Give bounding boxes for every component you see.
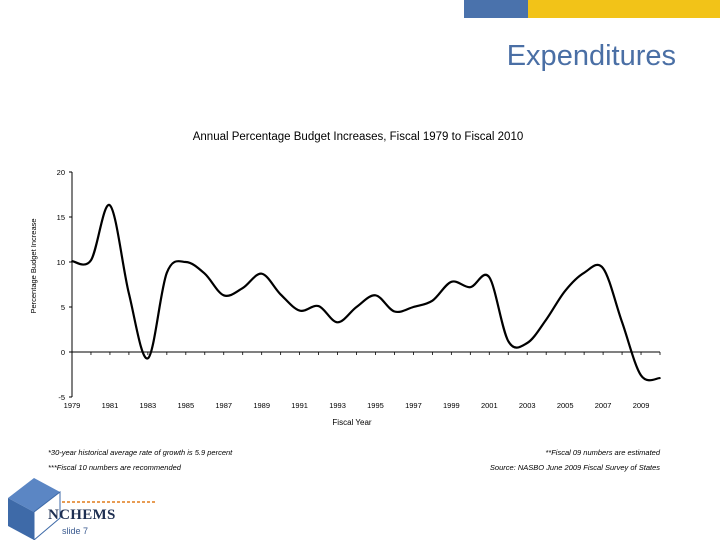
x-tick-label: 1985	[177, 401, 194, 410]
data-point	[507, 340, 510, 343]
data-point	[564, 290, 566, 292]
data-point	[374, 294, 377, 297]
y-tick-label: 15	[57, 213, 65, 222]
chart-axes	[71, 172, 660, 397]
x-tick-label: 1989	[253, 401, 270, 410]
data-point	[166, 272, 168, 274]
y-tick-label: 20	[57, 168, 65, 177]
nchems-logo-icon	[8, 478, 155, 540]
x-tick-label: 1999	[443, 401, 460, 410]
data-point	[222, 294, 225, 297]
data-point	[621, 321, 623, 324]
data-point	[602, 267, 604, 270]
note-source: Source: NASBO June 2009 Fiscal Survey of…	[489, 463, 660, 472]
note-fiscal10: ***Fiscal 10 numbers are recommended	[48, 463, 181, 472]
data-point	[109, 204, 111, 207]
x-tick-label: 2007	[595, 401, 612, 410]
data-point	[393, 310, 396, 313]
y-tick-label: 10	[57, 258, 65, 267]
data-point	[71, 260, 73, 262]
data-point	[488, 276, 491, 279]
data-point	[185, 261, 187, 263]
data-point	[317, 305, 320, 307]
data-point	[203, 272, 206, 275]
data-point	[659, 377, 661, 379]
note-historical-average: *30-year historical average rate of grow…	[48, 448, 233, 457]
header-yellow-bar	[528, 0, 720, 18]
x-tick-label: 1981	[102, 401, 119, 410]
series-line	[71, 204, 661, 382]
data-point	[469, 286, 472, 289]
x-tick-label: 1983	[140, 401, 157, 410]
data-point	[545, 318, 547, 321]
y-tick-label: 5	[61, 303, 65, 312]
x-tick-label: 2001	[481, 401, 498, 410]
x-tick-label: 1997	[405, 401, 422, 410]
data-point	[412, 306, 415, 308]
x-tick-label: 1991	[291, 401, 308, 410]
data-point	[526, 342, 529, 344]
x-axis-label: Fiscal Year	[332, 418, 371, 427]
data-point	[128, 292, 130, 295]
data-point	[355, 306, 358, 308]
header-blue-bar	[464, 0, 528, 18]
data-point	[298, 309, 301, 312]
x-tick-label: 2005	[557, 401, 574, 410]
data-point	[279, 293, 282, 296]
series-points	[71, 204, 661, 379]
data-point	[583, 272, 585, 274]
y-tick-label: -5	[58, 393, 65, 402]
y-tick-label: 0	[61, 348, 65, 357]
slide-number: slide 7	[62, 526, 89, 536]
x-axis-ticks: 1979 1981 1983 1985 1987 1989 1991 1993 1995 1997…	[64, 352, 661, 410]
data-point	[241, 287, 244, 289]
chart-title: Annual Percentage Budget Increases, Fisc…	[192, 131, 524, 143]
y-axis-label: Percentage Budget Increase	[29, 218, 38, 313]
x-tick-label: 1995	[367, 401, 384, 410]
x-tick-label: 2003	[519, 401, 536, 410]
slide-title: Expenditures	[506, 40, 676, 72]
y-axis-ticks: -5 0 5 10 15 20	[57, 168, 72, 402]
note-fiscal09: **Fiscal 09 numbers are estimated	[545, 448, 660, 457]
data-point	[450, 281, 453, 283]
data-point	[147, 357, 149, 360]
x-tick-label: 2009	[633, 401, 650, 410]
data-point	[640, 374, 642, 377]
x-tick-label: 1987	[215, 401, 232, 410]
data-point	[260, 272, 263, 275]
data-point	[336, 321, 339, 324]
x-tick-label: 1993	[329, 401, 346, 410]
logo-text: NCHEMS	[48, 507, 116, 523]
data-point	[90, 259, 92, 262]
x-tick-label: 1979	[64, 401, 81, 410]
data-point	[431, 299, 434, 302]
